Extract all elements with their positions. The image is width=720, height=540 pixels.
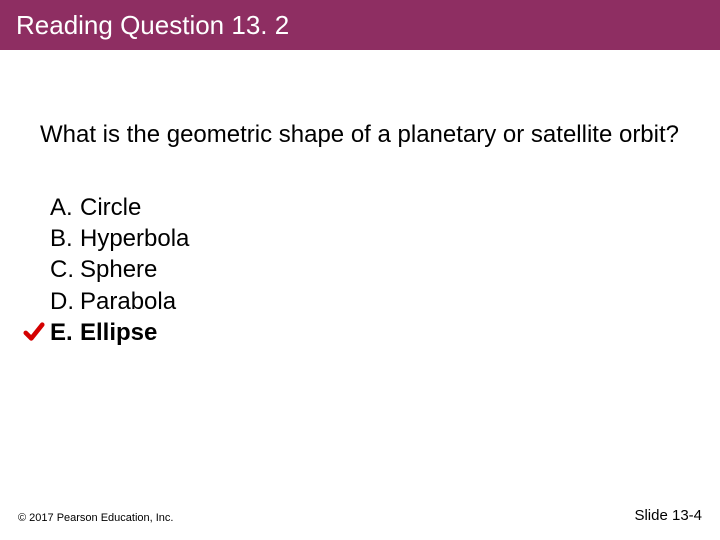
option-d: D. Parabola xyxy=(50,286,680,317)
slide-footer: © 2017 Pearson Education, Inc. Slide 13-… xyxy=(0,507,720,524)
option-text: Ellipse xyxy=(80,317,157,348)
slide-number: Slide 13-4 xyxy=(634,507,702,524)
copyright-text: © 2017 Pearson Education, Inc. xyxy=(18,512,173,524)
option-text: Hyperbola xyxy=(80,223,189,254)
option-letter: B. xyxy=(50,223,80,254)
option-text: Parabola xyxy=(80,286,176,317)
option-letter: E. xyxy=(50,317,80,348)
options-list: A. Circle B. Hyperbola C. Sphere D. Para… xyxy=(40,192,680,348)
option-letter: A. xyxy=(50,192,80,223)
option-e: E. Ellipse xyxy=(50,317,680,348)
option-a: A. Circle xyxy=(50,192,680,223)
correct-marker xyxy=(22,320,46,344)
slide-title: Reading Question 13. 2 xyxy=(16,10,289,41)
option-c: C. Sphere xyxy=(50,254,680,285)
option-b: B. Hyperbola xyxy=(50,223,680,254)
question-text: What is the geometric shape of a planeta… xyxy=(40,120,680,150)
option-text: Circle xyxy=(80,192,141,223)
slide-content: What is the geometric shape of a planeta… xyxy=(0,50,720,348)
checkmark-icon xyxy=(23,321,45,343)
option-letter: D. xyxy=(50,286,80,317)
slide-header: Reading Question 13. 2 xyxy=(0,0,720,50)
option-text: Sphere xyxy=(80,254,157,285)
option-letter: C. xyxy=(50,254,80,285)
